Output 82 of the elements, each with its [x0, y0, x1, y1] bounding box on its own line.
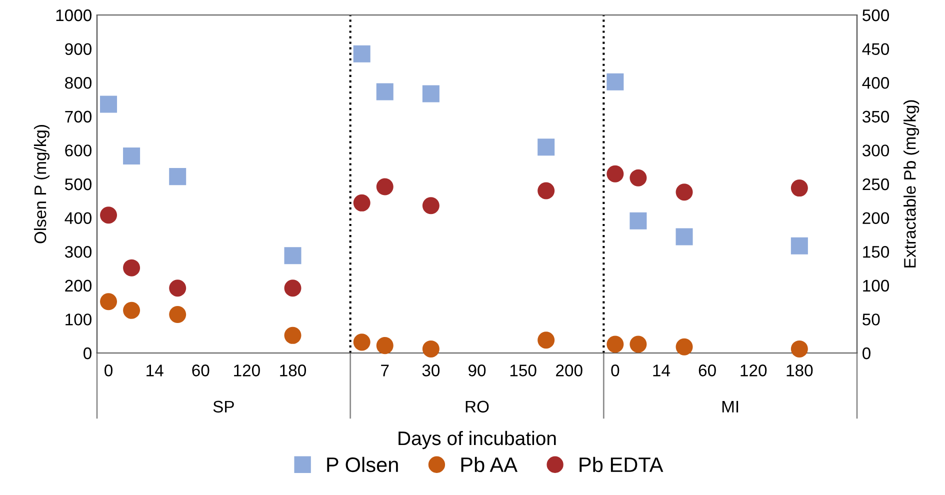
- x-tick-label: 0: [104, 364, 112, 376]
- y2-tick-label: 450: [862, 43, 890, 56]
- x-tick-label: 30: [422, 364, 440, 376]
- point: [100, 96, 118, 113]
- x-tick-label: 120: [234, 364, 260, 376]
- y-tick-label: 0: [84, 347, 92, 360]
- x-tick-label: 180: [280, 364, 306, 376]
- y-tick-label: 700: [65, 110, 92, 123]
- point: [606, 165, 624, 182]
- point: [169, 168, 186, 186]
- point: [630, 169, 647, 186]
- point: [606, 336, 624, 353]
- point: [123, 147, 140, 164]
- y2-axis-title: Extractable Pb (mg/kg): [904, 100, 920, 268]
- point: [630, 212, 647, 230]
- x-axis-title: Days of incubation: [398, 430, 556, 450]
- point: [353, 334, 370, 351]
- y2-tick-label: 250: [862, 178, 890, 190]
- point: [422, 340, 440, 358]
- point: [100, 206, 118, 224]
- point: [790, 237, 808, 254]
- point: [284, 247, 302, 264]
- x-tick-label: 150: [510, 364, 536, 376]
- point: [169, 306, 186, 323]
- y-tick-label: 500: [65, 178, 92, 190]
- point: [676, 338, 693, 356]
- point: [790, 340, 808, 358]
- y-tick-label: 600: [65, 144, 92, 156]
- point: [284, 280, 302, 297]
- x-tick-label: 0: [611, 364, 620, 376]
- y-tick-label: 800: [65, 77, 92, 89]
- x-tick-label: 120: [740, 364, 767, 376]
- point: [538, 182, 555, 200]
- legend-label: P Olsen: [327, 456, 398, 472]
- y-tick-label: 400: [64, 212, 92, 224]
- point: [376, 337, 394, 354]
- point: [790, 180, 808, 197]
- x-tick-label: 180: [786, 364, 813, 376]
- point: [169, 280, 186, 297]
- y-tick-label: 1000: [56, 9, 92, 22]
- x-tick-label: 60: [698, 364, 716, 376]
- x-tick-label: 200: [556, 364, 582, 376]
- point: [353, 45, 370, 62]
- point: [284, 326, 302, 344]
- point: [630, 336, 647, 353]
- x-tick-label: 14: [146, 364, 164, 376]
- x-tick-label: 7: [381, 364, 389, 376]
- x-tick-label: 14: [653, 364, 670, 376]
- y2-tick-label: 0: [862, 347, 870, 360]
- point: [422, 85, 440, 102]
- text: RO: [466, 400, 489, 413]
- point: [123, 302, 140, 319]
- y-axis-title: Olsen P (mg/kg): [34, 124, 50, 244]
- y-tick-label: 200: [65, 280, 92, 292]
- point: [123, 259, 140, 276]
- y2-tick-label: 300: [862, 144, 890, 156]
- y2-tick-label: 50: [862, 314, 880, 326]
- y-tick-label: 100: [66, 314, 92, 326]
- x-tick-label: 90: [468, 364, 486, 376]
- y-tick-label: 900: [65, 43, 92, 56]
- text: SP: [213, 400, 234, 413]
- y2-tick-label: 400: [862, 77, 890, 89]
- point: [353, 194, 370, 212]
- y2-tick-label: 500: [862, 9, 890, 22]
- point: [676, 184, 693, 201]
- x-tick-label: 60: [192, 364, 210, 376]
- y-tick-label: 300: [64, 246, 92, 258]
- point: [538, 332, 555, 349]
- y2-tick-label: 350: [862, 110, 890, 123]
- point: [422, 197, 440, 214]
- text: MI: [722, 400, 738, 412]
- legend-label: Pb AA: [461, 456, 518, 472]
- y2-tick-label: 150: [863, 246, 890, 258]
- point: [100, 293, 118, 310]
- point: [606, 73, 624, 90]
- point: [376, 83, 394, 100]
- y2-tick-label: 100: [863, 280, 890, 292]
- legend-label: Pb EDTA: [580, 456, 664, 472]
- point: [676, 228, 693, 246]
- y2-tick-label: 200: [862, 212, 890, 224]
- point: [376, 178, 394, 196]
- point: [538, 138, 555, 156]
